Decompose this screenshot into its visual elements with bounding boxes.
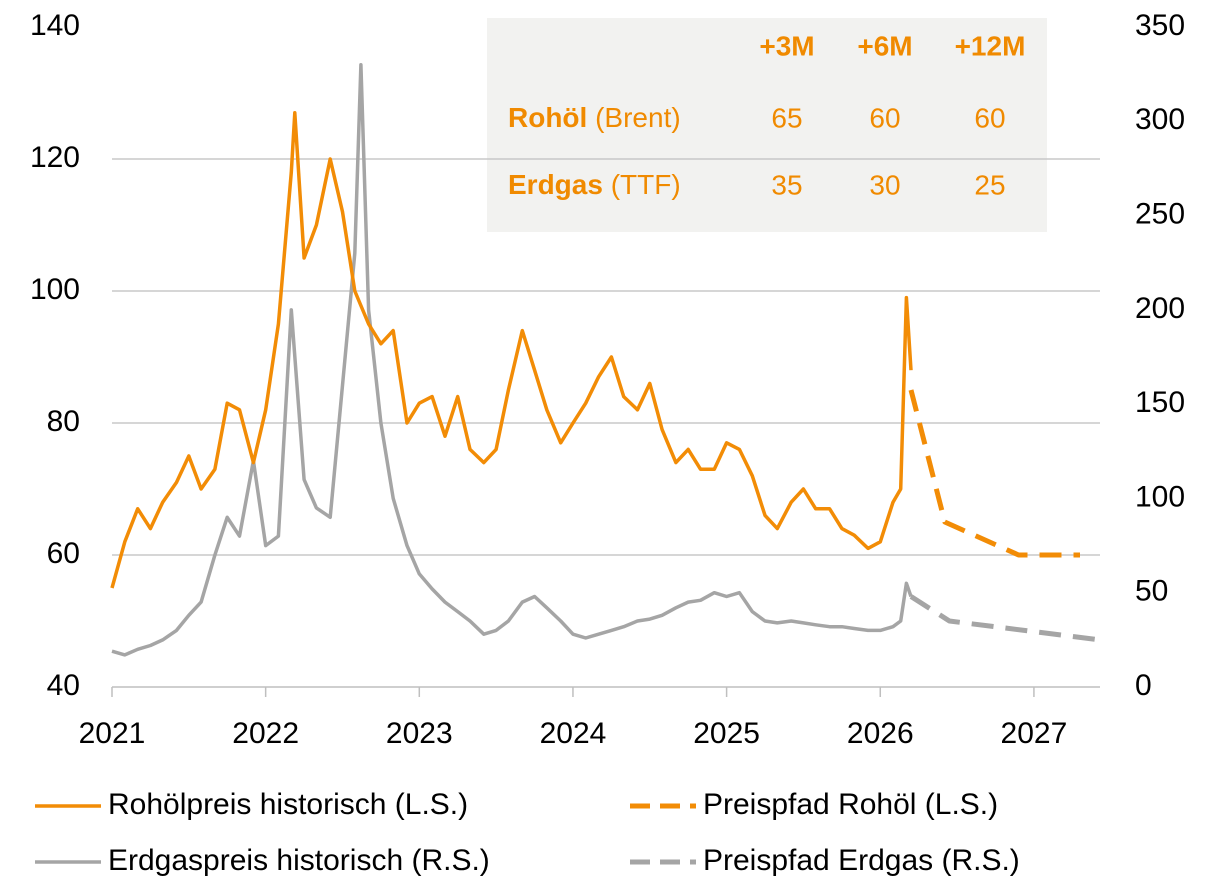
- x-tick-label: 2025: [693, 717, 760, 750]
- y2-tick-label: 150: [1135, 386, 1185, 419]
- y-tick-label: 80: [47, 405, 80, 438]
- table-cell: 60: [974, 102, 1005, 133]
- y2-tick-label: 100: [1135, 480, 1185, 513]
- y2-tick-label: 200: [1135, 292, 1185, 325]
- y-tick-label: 40: [47, 669, 80, 702]
- y-tick-label: 100: [30, 273, 80, 306]
- legend-label: Erdgaspreis historisch (R.S.): [108, 844, 490, 877]
- row-name: Erdgas: [508, 169, 603, 200]
- table-cell: 60: [869, 102, 900, 133]
- y-tick-label: 120: [30, 141, 80, 174]
- grid: [112, 158, 1100, 556]
- gas-line: [111, 62, 913, 657]
- x-tick-label: 2021: [79, 717, 146, 750]
- y2-tick-label: 350: [1135, 9, 1185, 42]
- table-background: [487, 18, 1047, 232]
- y2-tick-label: 50: [1135, 575, 1168, 608]
- gas-line: [909, 594, 1101, 643]
- legend-label: Preispfad Erdgas (R.S.): [703, 844, 1020, 877]
- table-cell: 30: [869, 169, 900, 200]
- table-cell: 25: [974, 169, 1005, 200]
- row-label: Rohöl (Brent): [508, 102, 681, 133]
- oil-line: [908, 389, 1080, 558]
- table-cell: 35: [771, 169, 802, 200]
- row-detail: (TTF): [611, 169, 681, 200]
- table-header: +12M: [955, 30, 1026, 61]
- y-tick-label: 140: [30, 9, 80, 42]
- row-label: Erdgas (TTF): [508, 169, 681, 200]
- table-header: +3M: [759, 30, 814, 61]
- x-tick-label: 2022: [232, 717, 299, 750]
- y2-tick-label: 250: [1135, 197, 1185, 230]
- x-tick-label: 2024: [540, 717, 607, 750]
- legend-label: Preispfad Rohöl (L.S.): [703, 788, 998, 821]
- table-header: +6M: [857, 30, 912, 61]
- row-detail: (Brent): [595, 102, 681, 133]
- oil-line: [110, 111, 913, 589]
- y2-tick-label: 300: [1135, 103, 1185, 136]
- table-cell: 65: [771, 102, 802, 133]
- y-tick-label: 60: [47, 537, 80, 570]
- y2-tick-label: 0: [1135, 669, 1152, 702]
- x-tick-label: 2023: [386, 717, 453, 750]
- row-name: Rohöl: [508, 102, 587, 133]
- x-tick-label: 2026: [847, 717, 914, 750]
- x-tick-label: 2027: [1001, 717, 1068, 750]
- legend-label: Rohölpreis historisch (L.S.): [108, 788, 468, 821]
